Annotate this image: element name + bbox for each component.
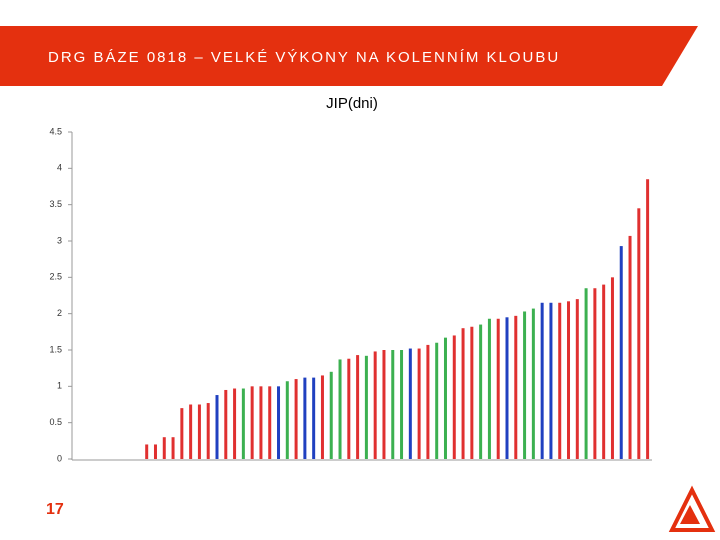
bar: [277, 386, 281, 459]
chart-title: JIP(dni): [326, 95, 378, 112]
bar: [347, 358, 351, 459]
bar: [417, 348, 421, 459]
bar: [540, 302, 544, 459]
bar: [496, 318, 500, 459]
bar: [233, 388, 237, 459]
bar: [575, 299, 579, 459]
bar: [505, 317, 509, 459]
y-tick-label: 4.5: [49, 126, 62, 136]
bar: [215, 395, 219, 459]
bar: [584, 288, 588, 459]
bar: [443, 337, 447, 459]
bar: [224, 389, 228, 459]
bar: [549, 302, 553, 459]
bar: [558, 302, 562, 459]
bar: [162, 437, 166, 459]
bar: [461, 328, 465, 459]
bar: [241, 388, 245, 459]
bar: [452, 335, 456, 459]
bar: [391, 350, 395, 459]
bar: [197, 404, 201, 459]
bar: [523, 311, 527, 459]
bar: [285, 381, 289, 459]
bar: [145, 444, 149, 459]
y-tick-label: 1.5: [49, 344, 62, 354]
bar: [646, 179, 650, 459]
logo: [668, 485, 716, 532]
bar: [610, 277, 614, 459]
bar: [619, 246, 623, 459]
bar: [250, 386, 254, 459]
y-tick-label: 0: [57, 453, 62, 463]
bar: [329, 371, 333, 459]
bar: [470, 326, 474, 459]
header-title: DRG BÁZE 0818 – VELKÉ VÝKONY NA KOLENNÍM…: [48, 49, 560, 66]
bar: [153, 444, 157, 459]
slide-number: 17: [46, 501, 64, 518]
bar: [602, 284, 606, 459]
bar: [637, 208, 641, 459]
bar: [312, 377, 316, 459]
bar: [487, 318, 491, 459]
bar: [294, 379, 298, 459]
bar: [180, 408, 184, 459]
bar: [435, 342, 439, 459]
y-tick-label: 1: [57, 381, 62, 391]
bar: [514, 315, 518, 459]
bar: [364, 355, 368, 459]
bar: [356, 355, 360, 459]
y-tick-label: 2.5: [49, 272, 62, 282]
bar: [171, 437, 175, 459]
bar: [567, 301, 571, 459]
bar: [408, 348, 412, 459]
bar: [426, 344, 430, 459]
bar: [268, 386, 272, 459]
y-tick-label: 3: [57, 235, 62, 245]
bar: [259, 386, 263, 459]
bar: [531, 308, 535, 459]
bar: [338, 359, 342, 459]
y-tick-label: 4: [57, 163, 62, 173]
bar: [400, 350, 404, 459]
y-tick-label: 2: [57, 308, 62, 318]
bar: [479, 324, 483, 459]
y-tick-label: 0.5: [49, 417, 62, 427]
y-tick-label: 3.5: [49, 199, 62, 209]
bar: [320, 375, 324, 459]
header-band: [0, 26, 698, 86]
bar: [206, 403, 210, 459]
bar: [189, 404, 193, 459]
bar: [373, 351, 377, 459]
bar: [303, 377, 307, 459]
bar: [628, 235, 632, 459]
bar: [382, 350, 386, 459]
bar: [593, 288, 597, 459]
